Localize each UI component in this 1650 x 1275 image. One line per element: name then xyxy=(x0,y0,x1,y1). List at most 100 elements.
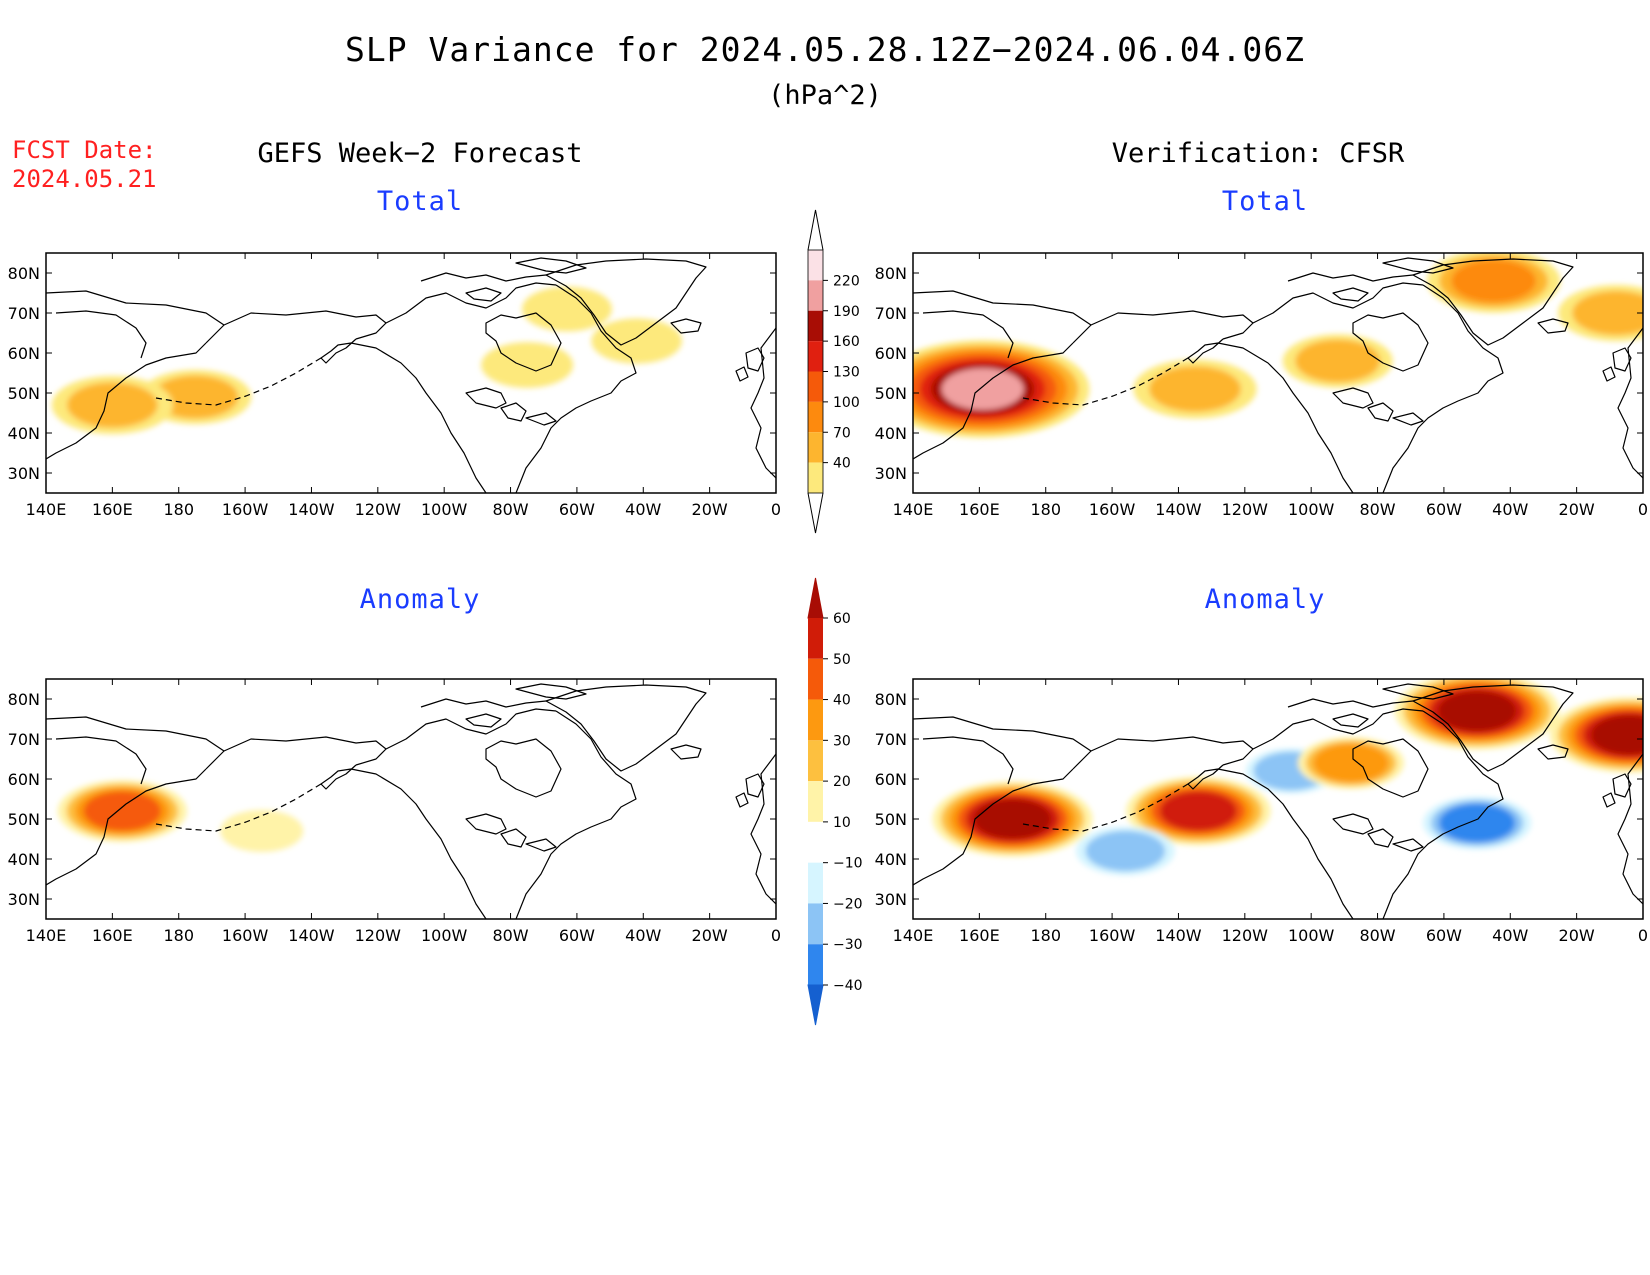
lat-tick-label: 40N xyxy=(8,424,40,443)
lon-tick-label: 160W xyxy=(222,500,269,519)
colorbar-total: 40 70 100 130 160 190 220 xyxy=(807,209,860,534)
main-title: SLP Variance for 2024.05.28.12Z−2024.06.… xyxy=(345,30,1305,69)
lon-tick-label: 0 xyxy=(771,926,781,945)
contour-level xyxy=(1591,715,1643,755)
contour-level xyxy=(220,810,304,852)
lon-tick-label: 160W xyxy=(1089,500,1136,519)
map-panel-tl: 140E 160E 180 160W 140W 120W 100W 80W 60W 40W 20W 0… xyxy=(8,252,781,519)
lon-tick-label: 140W xyxy=(288,926,335,945)
lon-tick-label: 120W xyxy=(355,500,402,519)
contour-level xyxy=(1572,290,1643,336)
map-frame xyxy=(45,252,777,494)
lon-tick-label: 140W xyxy=(1155,926,1202,945)
contour-level xyxy=(974,799,1051,839)
lat-tick-label: 70N xyxy=(875,730,907,749)
colorbar-swatch xyxy=(808,371,823,402)
lat-tick-label: 30N xyxy=(8,464,40,483)
lat-tick-label: 30N xyxy=(875,464,907,483)
lon-tick-label: 100W xyxy=(421,500,468,519)
contour-level xyxy=(1313,743,1389,783)
colorbar-swatch xyxy=(808,310,823,342)
colorbar-label: 20 xyxy=(833,774,851,790)
colorbar-swatch xyxy=(808,250,823,281)
lon-tick-label: 180 xyxy=(1030,926,1061,945)
colorbar-swatch xyxy=(808,781,823,822)
lon-tick-label: 140E xyxy=(893,926,934,945)
lat-tick-label: 70N xyxy=(875,304,907,323)
fcst-date-value: 2024.05.21 xyxy=(12,165,157,193)
colorbar-label: 220 xyxy=(833,273,860,289)
colorbar-label: 30 xyxy=(833,733,851,749)
lon-tick-label: 100W xyxy=(1288,500,1335,519)
lon-tick-label: 40W xyxy=(1492,926,1528,945)
contour-level xyxy=(1438,691,1516,731)
lon-tick-label: 80W xyxy=(492,926,528,945)
colorbar-label: 160 xyxy=(833,334,860,350)
lon-tick-label: 160W xyxy=(222,926,269,945)
contour-field xyxy=(913,253,1643,493)
lat-tick-label: 50N xyxy=(875,810,907,829)
lon-tick-label: 100W xyxy=(1288,926,1335,945)
lon-tick-label: 60W xyxy=(1426,500,1462,519)
lon-tick-label: 60W xyxy=(559,500,595,519)
lat-tick-label: 80N xyxy=(875,264,907,283)
colorbar-label: 70 xyxy=(833,425,851,441)
lat-tick-label: 60N xyxy=(8,344,40,363)
lon-tick-label: 120W xyxy=(1222,500,1269,519)
lat-tick-label: 60N xyxy=(875,770,907,789)
colorbar-swatch xyxy=(808,862,823,904)
lat-tick-label: 70N xyxy=(8,730,40,749)
lon-tick-label: 20W xyxy=(1559,926,1595,945)
colorbar-swatch xyxy=(808,462,823,493)
contour-level xyxy=(941,368,1024,410)
lon-tick-label: 120W xyxy=(1222,926,1269,945)
colorbar-swatch xyxy=(807,984,824,1026)
panel-title-forecast-total: Total xyxy=(376,186,464,217)
colorbar-swatch xyxy=(808,821,823,863)
lon-tick-label: 140W xyxy=(1155,500,1202,519)
lat-tick-label: 60N xyxy=(875,344,907,363)
lon-tick-label: 0 xyxy=(1638,500,1648,519)
lon-tick-label: 160E xyxy=(959,500,1000,519)
map-frame xyxy=(912,678,1644,920)
lon-tick-label: 180 xyxy=(163,926,194,945)
colorbar-swatch xyxy=(808,432,823,463)
lon-tick-label: 100W xyxy=(421,926,468,945)
colorbar-label: 190 xyxy=(833,304,860,320)
lon-tick-label: 40W xyxy=(1492,500,1528,519)
colorbar-label: 130 xyxy=(833,365,860,381)
lat-tick-label: 30N xyxy=(875,890,907,909)
contour-field xyxy=(913,679,1643,919)
lat-tick-label: 80N xyxy=(8,264,40,283)
lon-tick-label: 160E xyxy=(92,926,133,945)
lon-tick-label: 20W xyxy=(692,926,728,945)
lon-tick-label: 80W xyxy=(492,500,528,519)
contour-level xyxy=(1149,366,1241,412)
lon-tick-label: 80W xyxy=(1359,500,1395,519)
lat-tick-label: 50N xyxy=(8,810,40,829)
lon-tick-label: 160E xyxy=(959,926,1000,945)
panel-title-forecast-anomaly: Anomaly xyxy=(359,584,481,615)
lon-tick-label: 140E xyxy=(26,926,67,945)
map-frame xyxy=(912,252,1644,494)
lon-tick-label: 140E xyxy=(893,500,934,519)
colorbar-swatch xyxy=(808,699,823,741)
lon-tick-label: 180 xyxy=(1030,500,1061,519)
lon-tick-label: 20W xyxy=(1559,500,1595,519)
colorbar-swatch xyxy=(808,903,823,945)
map-frame xyxy=(45,678,777,920)
lon-tick-label: 140W xyxy=(288,500,335,519)
contour-level xyxy=(152,375,239,419)
column-title-forecast: GEFS Week−2 Forecast xyxy=(257,138,583,169)
lat-tick-label: 50N xyxy=(8,384,40,403)
lat-tick-label: 70N xyxy=(8,304,40,323)
colorbar-label: 10 xyxy=(833,815,851,831)
lon-tick-label: 140E xyxy=(26,500,67,519)
contour-level xyxy=(1439,803,1516,843)
lon-tick-label: 40W xyxy=(625,500,661,519)
fcst-date-block: FCST Date: 2024.05.21 xyxy=(12,136,157,194)
colorbar-label: 100 xyxy=(833,395,860,411)
map-panel-br: 140E 160E 180 160W 140W 120W 100W 80W 60W 40W 20W 0… xyxy=(875,678,1648,945)
colorbar-swatch xyxy=(808,740,823,782)
contour-level xyxy=(481,342,574,388)
